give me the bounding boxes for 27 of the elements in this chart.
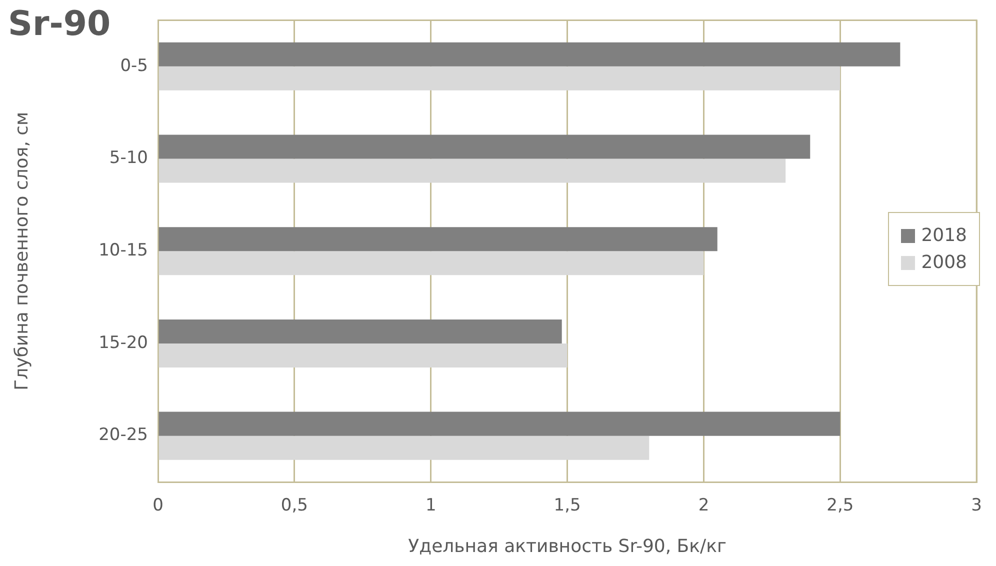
legend-label: 2008 — [921, 252, 967, 273]
y-tick-label: 0-5 — [120, 56, 148, 76]
x-tick-label: 2 — [698, 496, 710, 516]
bar — [158, 42, 900, 66]
x-tick-label: 1 — [425, 496, 436, 516]
y-tick-label: 5-10 — [109, 148, 148, 168]
bar — [158, 319, 562, 344]
x-tick-label: 0 — [152, 496, 164, 516]
y-tick-label: 10-15 — [98, 240, 148, 261]
bar — [158, 158, 786, 183]
bar — [158, 227, 718, 252]
bar — [158, 134, 810, 159]
bar — [158, 436, 650, 460]
x-axis-title: Удельная активность Sr-90, Бк/кг — [408, 536, 726, 557]
x-tick-label: 1,5 — [554, 496, 581, 516]
chart-title: Sr-90 — [8, 4, 111, 44]
y-tick-label: 20-25 — [98, 425, 148, 446]
x-tick-label: 3 — [971, 496, 982, 516]
y-axis-title: Глубина почвенного слоя, см — [11, 112, 32, 390]
legend-label: 2018 — [921, 225, 967, 246]
y-tick-label: 15-20 — [98, 332, 148, 353]
bar — [158, 66, 840, 90]
bar — [158, 343, 568, 368]
x-tick-label: 2,5 — [826, 496, 854, 516]
bar — [158, 412, 840, 436]
bar — [158, 251, 704, 276]
x-tick-label: 0,5 — [280, 496, 308, 516]
